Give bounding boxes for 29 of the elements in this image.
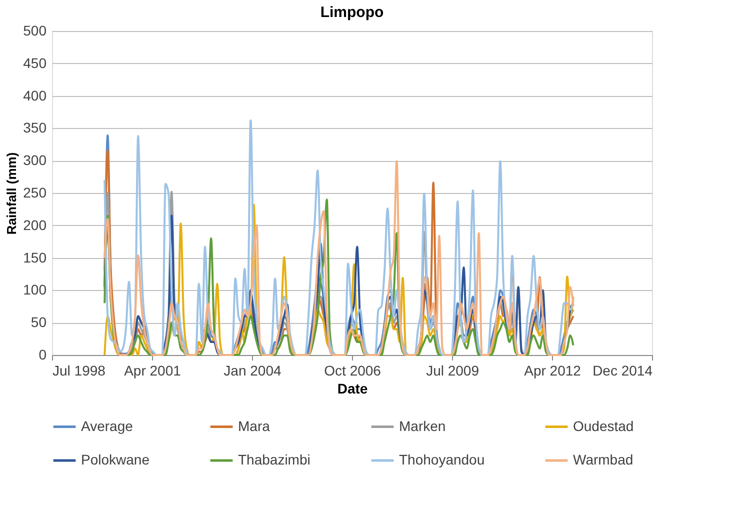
y-tick-label: 350 xyxy=(23,120,47,136)
legend-label: Oudestad xyxy=(573,418,634,434)
x-tick-label: Jan 2004 xyxy=(224,362,282,378)
x-tick-label: Oct 2006 xyxy=(324,362,382,378)
y-tick-label: 100 xyxy=(23,282,47,298)
x-tick-label: Apr 2001 xyxy=(124,362,182,378)
legend-label: Mara xyxy=(238,418,270,434)
legend-label: Polokwane xyxy=(81,452,150,468)
legend-label: Warmbad xyxy=(573,452,634,468)
x-tick-label: Apr 2012 xyxy=(524,362,582,378)
x-tick-label: Jul 1998 xyxy=(52,362,106,378)
y-tick-label: 0 xyxy=(38,346,47,362)
y-tick-label: 250 xyxy=(23,184,47,200)
x-axis-title: Date xyxy=(337,380,368,396)
y-tick-label: 50 xyxy=(30,314,47,330)
legend-label: Thabazimbi xyxy=(238,452,310,468)
y-tick-label: 300 xyxy=(23,152,47,168)
x-tick-label: Jul 2009 xyxy=(426,362,480,378)
legend-label: Thohoyandou xyxy=(399,452,485,468)
legend-label: Marken xyxy=(399,418,446,434)
y-tick-label: 150 xyxy=(23,249,47,266)
chart-title: Limpopo xyxy=(320,4,384,21)
y-axis-title: Rainfall (mm) xyxy=(4,152,20,235)
legend-label: Average xyxy=(81,418,134,434)
x-tick-label: Dec 2014 xyxy=(592,362,653,378)
y-tick-label: 500 xyxy=(23,22,47,38)
y-tick-label: 200 xyxy=(23,216,47,233)
y-tick-label: 450 xyxy=(23,54,47,71)
y-tick-label: 400 xyxy=(23,87,47,104)
